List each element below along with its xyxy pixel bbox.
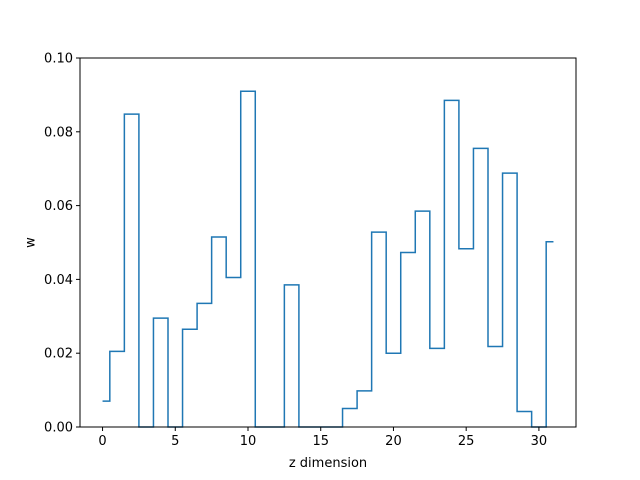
y-axis: 0.00 0.02 0.04 0.06 0.08 0.10 <box>44 52 80 436</box>
x-tick-label: 5 <box>171 434 179 449</box>
y-tick-label: 0.06 <box>44 199 73 214</box>
x-tick-label: 25 <box>458 434 475 449</box>
x-tick-label: 30 <box>531 434 548 449</box>
y-tick-label: 0.04 <box>44 273 73 288</box>
y-tick-label: 0.10 <box>44 52 73 67</box>
x-tick-label: 10 <box>240 434 257 449</box>
y-tick-label: 0.00 <box>44 421 73 436</box>
x-axis: 0 5 10 15 20 25 30 <box>98 427 547 449</box>
y-tick-label: 0.08 <box>44 125 73 140</box>
plot-frame <box>79 57 577 428</box>
x-axis-label: z dimension <box>289 456 367 471</box>
y-tick-label: 0.02 <box>44 347 73 362</box>
x-tick-label: 20 <box>385 434 402 449</box>
x-tick-label: 15 <box>312 434 329 449</box>
y-axis-label: w <box>24 237 39 248</box>
x-tick-label: 0 <box>98 434 106 449</box>
